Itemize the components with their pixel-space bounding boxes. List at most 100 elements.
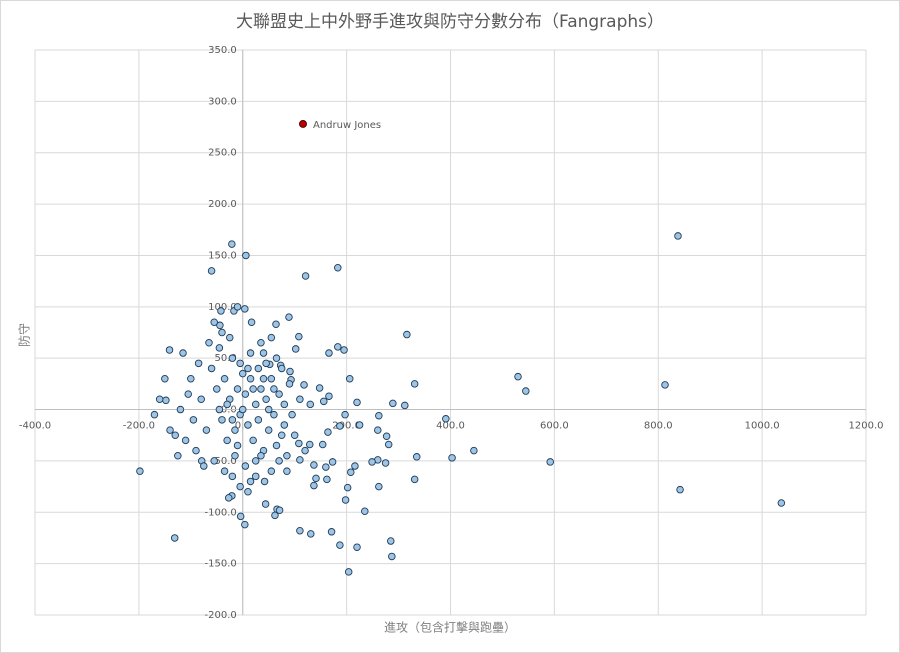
- x-tick-label: -400.0: [19, 421, 51, 432]
- point: [310, 461, 318, 469]
- point: [315, 384, 324, 392]
- point: [267, 467, 276, 475]
- point: [412, 453, 421, 461]
- point: [389, 399, 397, 408]
- point: [325, 349, 333, 357]
- point: [325, 392, 333, 400]
- point: [200, 462, 208, 470]
- point: [170, 534, 179, 542]
- point: [238, 369, 247, 378]
- point: [280, 421, 289, 429]
- point: [233, 303, 242, 311]
- point: [355, 421, 364, 429]
- point: [318, 440, 327, 449]
- point: [320, 397, 328, 406]
- point: [347, 468, 355, 476]
- point: [275, 457, 283, 465]
- point: [277, 364, 286, 373]
- point: [251, 472, 260, 481]
- point: [257, 339, 265, 347]
- y-tick-label: -150.0: [205, 559, 237, 570]
- point: [310, 481, 318, 490]
- point: [247, 318, 256, 326]
- y-tick-label: -50.0: [211, 456, 237, 467]
- point: [246, 374, 255, 383]
- point: [351, 462, 359, 470]
- point: [207, 364, 216, 373]
- y-axis-label: 防守: [17, 323, 32, 347]
- point: [368, 458, 376, 466]
- y-tick-label: -200.0: [205, 610, 237, 621]
- y-tick-label: 200.0: [208, 199, 237, 210]
- point: [382, 432, 391, 441]
- point: [267, 374, 276, 383]
- point: [187, 374, 195, 383]
- point: [262, 395, 270, 404]
- point: [661, 381, 669, 389]
- point: [327, 528, 336, 536]
- point: [283, 452, 291, 460]
- point: [296, 527, 304, 535]
- point: [283, 467, 291, 475]
- point: [223, 400, 231, 409]
- point: [296, 395, 304, 404]
- point: [179, 349, 187, 357]
- point: [236, 482, 244, 491]
- point: [241, 390, 250, 398]
- point: [249, 436, 257, 445]
- point: [374, 426, 382, 434]
- point: [323, 475, 331, 484]
- point: [210, 457, 218, 465]
- point: [165, 346, 174, 354]
- point: [261, 500, 270, 508]
- point: [228, 240, 236, 248]
- point: [291, 345, 300, 353]
- point: [166, 426, 174, 434]
- y-tick-label: 50.0: [214, 353, 236, 364]
- point: [220, 467, 229, 475]
- point: [241, 305, 249, 313]
- point: [226, 333, 234, 342]
- point: [244, 487, 252, 496]
- point: [322, 463, 330, 471]
- point: [295, 332, 303, 341]
- point: [336, 422, 344, 430]
- point: [546, 458, 554, 466]
- point: [216, 321, 224, 330]
- point: [522, 387, 530, 395]
- point: [259, 374, 268, 383]
- highlight-point: [299, 120, 307, 128]
- point: [410, 475, 419, 484]
- point: [260, 477, 269, 486]
- point: [296, 456, 304, 464]
- x-tick-label: 600.0: [540, 421, 569, 432]
- point: [174, 452, 182, 460]
- point: [213, 385, 221, 393]
- point: [334, 343, 342, 351]
- x-tick-label: 1200.0: [849, 421, 884, 432]
- point: [295, 439, 303, 448]
- point: [233, 385, 242, 393]
- point: [353, 543, 361, 551]
- point: [280, 400, 289, 409]
- point: [189, 416, 198, 424]
- point: [300, 381, 308, 389]
- point: [162, 396, 170, 405]
- point: [777, 499, 786, 507]
- point: [244, 364, 252, 373]
- point: [259, 349, 268, 357]
- point: [361, 507, 369, 515]
- point: [301, 272, 310, 280]
- point: [403, 330, 411, 339]
- point: [336, 541, 344, 549]
- point: [288, 410, 296, 419]
- point: [184, 390, 192, 398]
- point: [267, 333, 276, 342]
- point: [231, 426, 239, 434]
- point: [254, 416, 263, 424]
- point: [249, 385, 257, 393]
- point: [246, 349, 255, 357]
- point: [285, 313, 293, 321]
- point: [312, 474, 320, 483]
- point: [194, 359, 203, 368]
